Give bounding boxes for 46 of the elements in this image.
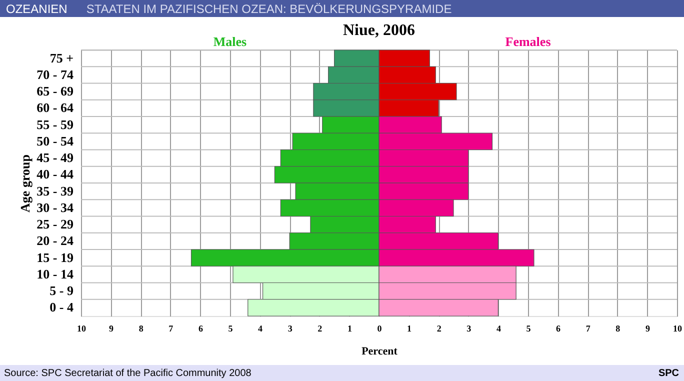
y-tick-label: 5 - 9 (50, 283, 74, 298)
x-tick-label: 4 (258, 324, 264, 334)
x-tick-label: 10 (673, 324, 682, 334)
y-tick-label: 75 + (50, 50, 74, 66)
y-tick-label: 60 - 64 (36, 100, 74, 116)
y-axis-title: Age group (18, 154, 33, 212)
source-note: Source: SPC Secretariat of the Pacific Community 2008 (4, 368, 252, 379)
x-tick-label: 6 (198, 324, 204, 334)
x-tick-label: 9 (109, 324, 114, 334)
x-tick-label: 1 (347, 324, 352, 334)
y-tick-label: 50 - 54 (36, 133, 74, 148)
y-tick-label: 25 - 29 (36, 216, 74, 232)
text: Females (505, 34, 551, 49)
x-tick-label: 7 (168, 324, 174, 334)
text: OZEANIEN (6, 2, 68, 16)
x-tick-label: 6 (556, 324, 562, 334)
x-tick-label: 3 (288, 324, 293, 334)
x-tick-label: 8 (138, 324, 144, 334)
y-tick-label: 65 - 69 (36, 84, 74, 99)
y-tick-label: 10 - 14 (36, 266, 74, 282)
x-tick-label: 1 (407, 324, 412, 334)
text: SPC (658, 368, 679, 379)
x-tick-label: 5 (526, 324, 532, 334)
y-tick-label: 30 - 34 (36, 200, 74, 215)
x-tick-label: 4 (496, 324, 502, 334)
text: Males (213, 34, 247, 49)
y-tick-label: 15 - 19 (36, 250, 74, 265)
y-tick-label: 45 - 49 (36, 150, 74, 166)
y-tick-label: 20 - 24 (36, 233, 74, 248)
x-tick-label: 9 (645, 324, 650, 334)
x-tick-label: 10 (77, 324, 86, 334)
y-tick-label: 55 - 59 (36, 116, 74, 132)
x-tick-label: 2 (318, 324, 323, 334)
x-tick-label: 3 (466, 324, 472, 334)
y-tick-label: 70 - 74 (36, 66, 74, 82)
y-tick-label: 40 - 44 (36, 166, 74, 182)
chart-title: Niue, 2006 (343, 22, 415, 39)
y-tick-label: 35 - 39 (36, 183, 74, 198)
x-tick-label: 8 (616, 324, 621, 334)
y-tick-label: 0 - 4 (50, 300, 74, 315)
x-axis-title: Percent (362, 346, 398, 358)
text: STAATEN IM PAZIFISCHEN OZEAN: BEVÖLKERUNGSPYRAMIDE (86, 2, 452, 16)
x-tick-label: 5 (228, 324, 234, 334)
x-tick-label: 2 (436, 324, 442, 334)
x-tick-label: 7 (586, 324, 591, 334)
x-tick-label: 0 (377, 324, 382, 334)
